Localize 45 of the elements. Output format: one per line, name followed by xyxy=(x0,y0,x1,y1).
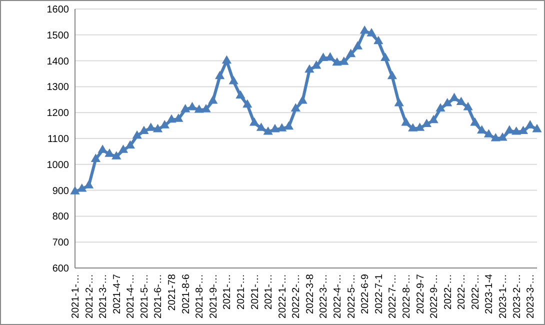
y-tick-label: 800 xyxy=(52,212,70,223)
x-tick-label: 2021-9-… xyxy=(208,274,220,318)
y-tick-label: 1400 xyxy=(46,56,70,68)
x-tick-label: 2022-9-… xyxy=(429,274,440,318)
x-tick-label: 2022-7-1 xyxy=(374,274,385,314)
x-tick-label: 2022-2-… xyxy=(291,274,302,318)
x-tick-label: 2022-3-… xyxy=(318,274,330,318)
x-tick-label: 2023-3-… xyxy=(526,274,537,318)
x-tick-label: 2021-4-7 xyxy=(112,274,123,314)
x-tick-label: 2022-… xyxy=(470,274,482,310)
x-tick-label: 2021-8-6 xyxy=(180,274,192,314)
x-tick-label: 2021-3-… xyxy=(98,274,110,318)
y-tick-label: 1600 xyxy=(46,4,70,16)
x-tick-label: 2023-1-… xyxy=(498,274,510,318)
x-tick-label: 2022-… xyxy=(442,274,454,310)
x-tick-label: 2021-5-… xyxy=(139,274,150,318)
x-tick-label: 2022-3-8 xyxy=(304,274,316,314)
x-tick-label: 2021-8-… xyxy=(194,274,206,318)
x-tick-label: 2021-6-… xyxy=(153,274,164,318)
y-tick-label: 1300 xyxy=(46,82,70,94)
x-tick-label: 2022-1-… xyxy=(277,274,288,318)
x-tick-label: 2021-2-… xyxy=(84,274,96,318)
x-tick-label: 2022-… xyxy=(456,274,468,310)
y-tick-label: 900 xyxy=(52,186,70,197)
x-tick-label: 2022-4-… xyxy=(332,274,344,318)
x-tick-label: 2021-… xyxy=(250,274,261,310)
y-tick-label: 1500 xyxy=(46,30,70,42)
x-tick-label: 2023-1-4 xyxy=(484,274,496,314)
x-tick-label: 2022-8-… xyxy=(401,274,412,318)
x-tick-label: 2021-… xyxy=(222,274,234,310)
x-tick-label: 2021-78 xyxy=(167,274,178,311)
x-tick-label: 2021-… xyxy=(236,274,247,310)
y-tick-label: 1000 xyxy=(46,160,70,171)
x-tick-label: 2023-2-… xyxy=(512,274,523,318)
y-tick-label: 1100 xyxy=(47,134,70,145)
x-tick-label: 2021-1-… xyxy=(70,274,82,318)
y-tick-label: 700 xyxy=(52,238,70,249)
y-tick-label: 600 xyxy=(52,264,70,274)
x-tick-label: 2022-5-… xyxy=(346,274,358,318)
x-tick-label: 2022-7-… xyxy=(388,274,399,318)
x-tick-label: 2021-… xyxy=(264,274,275,310)
y-tick-label: 1200 xyxy=(46,108,70,120)
x-tick-label: 2022-9-7 xyxy=(415,274,426,314)
x-tick-label: 2021-4-… xyxy=(126,274,137,318)
x-tick-label: 2022-6-9 xyxy=(360,274,372,314)
